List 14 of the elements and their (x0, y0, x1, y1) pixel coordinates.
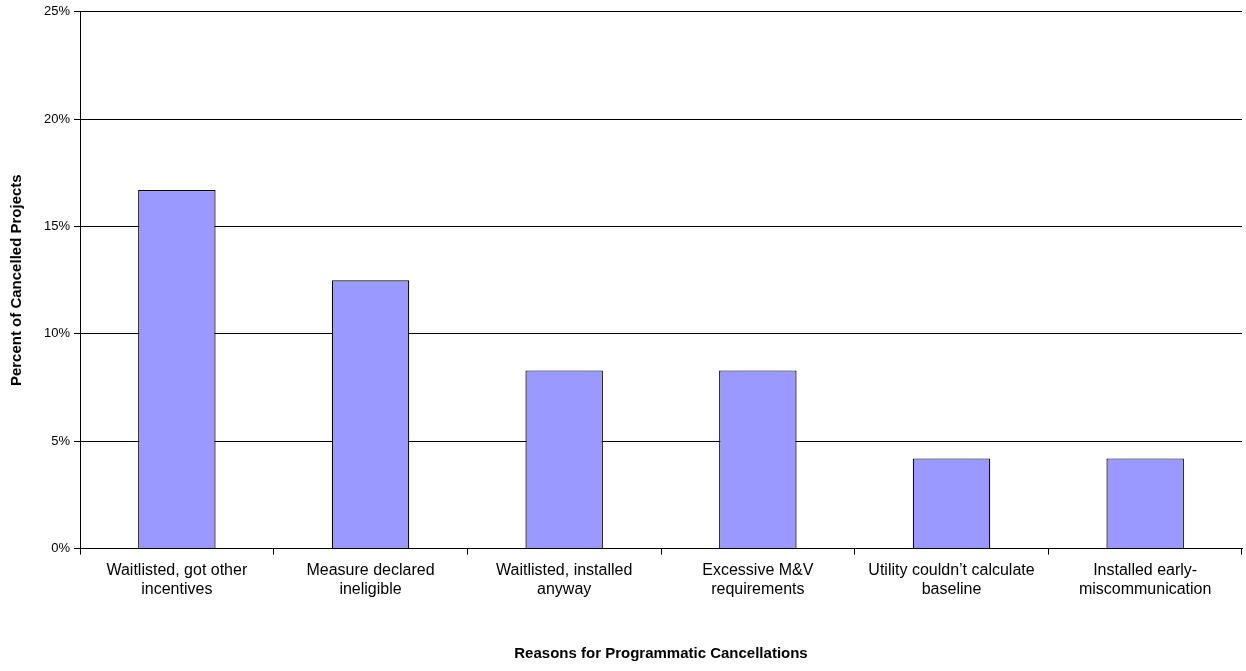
x-tick-label: Excessive M&V requirements (702, 560, 814, 597)
y-tick-label: 15% (43, 218, 71, 234)
y-tick-label: 10% (43, 325, 71, 341)
x-tick-label: Waitlisted, got other incentives (106, 560, 248, 597)
y-tick-label: 0% (51, 540, 71, 556)
x-axis-title: Reasons for Programmatic Cancellations (514, 644, 808, 662)
y-tick-label: 20% (43, 110, 71, 126)
x-tick-label: Utility couldn’t calculate baseline (868, 560, 1035, 597)
y-tick-label: 25% (43, 3, 71, 19)
x-tick-label: Measure declared ineligible (306, 560, 435, 597)
y-axis-title: Percent of Cancelled Projects (7, 174, 25, 387)
y-tick-label: 5% (51, 432, 71, 448)
x-tick-label: Waitlisted, installed anyway (496, 560, 633, 597)
x-tick-label: Installed early-miscommunication (1078, 560, 1212, 597)
